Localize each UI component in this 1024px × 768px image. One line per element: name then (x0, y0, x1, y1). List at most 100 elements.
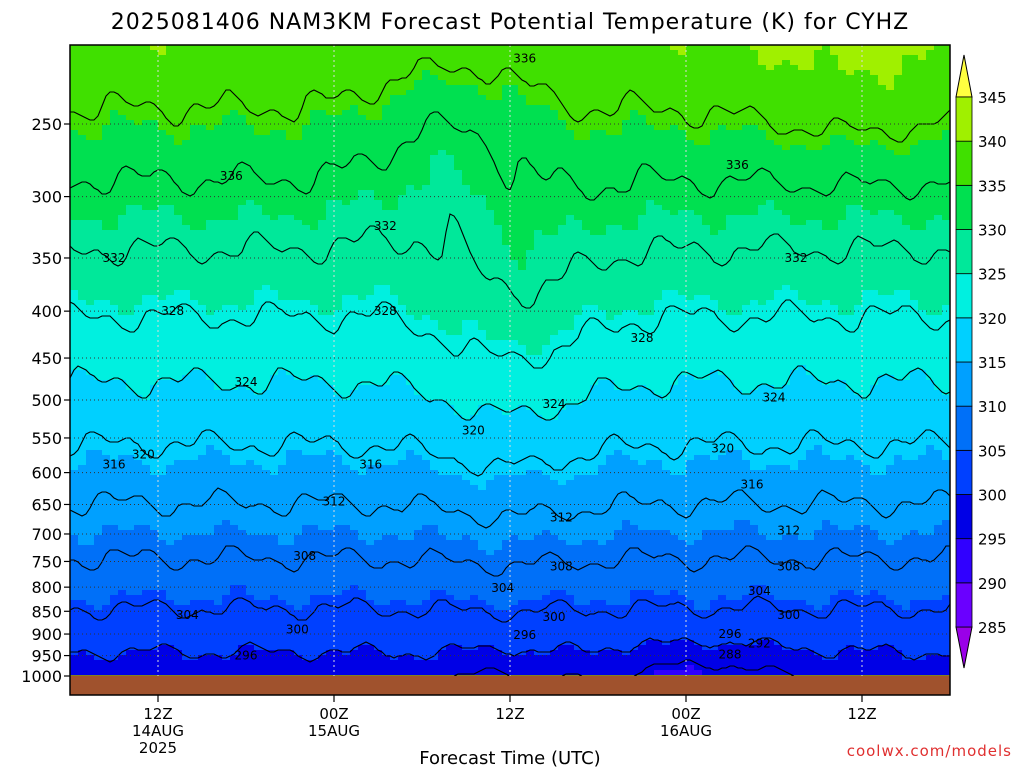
band-cell (302, 420, 311, 426)
band-cell (206, 165, 215, 171)
band-cell (94, 270, 103, 276)
band-cell (182, 640, 191, 646)
band-cell (206, 640, 215, 646)
band-cell (182, 520, 191, 526)
band-cell (86, 330, 95, 336)
band-cell (94, 640, 103, 646)
band-cell (166, 385, 175, 391)
band-cell (110, 665, 119, 671)
band-cell (158, 150, 167, 156)
band-cell (110, 645, 119, 651)
band-cell (150, 500, 159, 506)
band-cell (358, 425, 367, 431)
band-cell (326, 565, 335, 571)
band-cell (254, 420, 263, 426)
band-cell (230, 275, 239, 281)
band-cell (294, 395, 303, 401)
band-cell (142, 570, 151, 576)
band-cell (110, 80, 119, 86)
band-cell (286, 320, 295, 326)
band-cell (334, 295, 343, 301)
band-cell (142, 535, 151, 541)
band-cell (222, 530, 231, 536)
band-cell (350, 295, 359, 301)
band-cell (214, 115, 223, 121)
band-cell (310, 450, 319, 456)
band-cell (126, 275, 135, 281)
band-cell (70, 410, 79, 416)
band-cell (94, 220, 103, 226)
band-cell (78, 445, 87, 451)
band-cell (270, 585, 279, 591)
band-cell (286, 75, 295, 81)
band-cell (110, 260, 119, 266)
band-cell (238, 310, 247, 316)
band-cell (94, 140, 103, 146)
band-cell (174, 130, 183, 136)
band-cell (102, 290, 111, 296)
band-cell (374, 280, 383, 286)
band-cell (190, 295, 199, 301)
band-cell (238, 400, 247, 406)
band-cell (374, 580, 383, 586)
band-cell (118, 175, 127, 181)
band-cell (206, 460, 215, 466)
band-cell (174, 385, 183, 391)
band-cell (182, 60, 191, 66)
band-cell (214, 45, 223, 51)
band-cell (134, 630, 143, 636)
band-cell (94, 455, 103, 461)
band-cell (110, 580, 119, 586)
band-cell (238, 225, 247, 231)
band-cell (358, 535, 367, 541)
band-cell (86, 275, 95, 281)
band-cell (270, 450, 279, 456)
band-cell (318, 340, 327, 346)
band-cell (350, 150, 359, 156)
band-cell (334, 385, 343, 391)
band-cell (78, 625, 87, 631)
band-cell (278, 385, 287, 391)
band-cell (182, 670, 191, 676)
band-cell (326, 220, 335, 226)
band-cell (374, 460, 383, 466)
band-cell (286, 290, 295, 296)
band-cell (86, 295, 95, 301)
band-cell (126, 360, 135, 366)
band-cell (94, 75, 103, 81)
band-cell (278, 640, 287, 646)
band-cell (382, 85, 391, 91)
band-cell (206, 565, 215, 571)
band-cell (118, 50, 127, 56)
band-cell (198, 560, 207, 566)
band-cell (174, 410, 183, 416)
band-cell (214, 570, 223, 576)
band-cell (254, 95, 263, 101)
band-cell (374, 660, 383, 666)
band-cell (150, 270, 159, 276)
band-cell (366, 375, 375, 381)
band-cell (302, 510, 311, 516)
band-cell (334, 515, 343, 521)
band-cell (254, 130, 263, 136)
band-cell (158, 500, 167, 506)
band-cell (310, 455, 319, 461)
band-cell (366, 645, 375, 651)
band-cell (198, 295, 207, 301)
band-cell (102, 530, 111, 536)
band-cell (86, 460, 95, 466)
band-cell (190, 290, 199, 296)
band-cell (342, 615, 351, 621)
band-cell (270, 345, 279, 351)
band-cell (206, 665, 215, 671)
band-cell (206, 505, 215, 511)
band-cell (102, 100, 111, 106)
band-cell (310, 380, 319, 386)
band-cell (302, 590, 311, 596)
band-cell (214, 410, 223, 416)
band-cell (318, 545, 327, 551)
band-cell (166, 315, 175, 321)
band-cell (246, 320, 255, 326)
band-cell (310, 85, 319, 91)
band-cell (294, 65, 303, 71)
